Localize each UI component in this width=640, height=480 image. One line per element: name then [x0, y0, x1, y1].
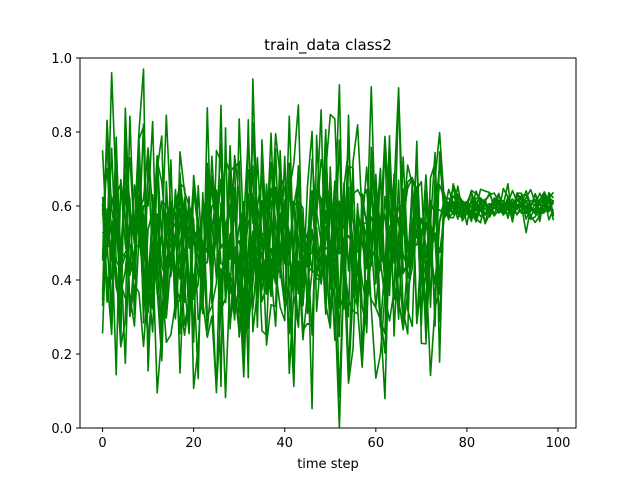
- y-axis: 0.0 0.2 0.4 0.6 0.8 1.0: [51, 52, 80, 437]
- plot-frame: [79, 57, 577, 429]
- series-layer: [101, 68, 555, 428]
- y-tick-label: 0.4: [51, 274, 72, 289]
- x-tick-label: 80: [459, 436, 476, 451]
- y-tick-label: 0.6: [51, 200, 72, 215]
- y-tick-label: 0.8: [51, 126, 72, 141]
- y-tick-label: 0.2: [51, 348, 72, 363]
- y-tick-label: 1.0: [51, 52, 72, 67]
- x-axis-label: time step: [297, 457, 359, 472]
- series-line: [102, 71, 555, 400]
- chart-title: train_data class2: [264, 36, 392, 55]
- x-axis: 0 20 40 60 80 100: [98, 428, 570, 451]
- x-tick-label: 20: [185, 436, 202, 451]
- x-tick-label: 40: [276, 436, 293, 451]
- x-tick-label: 100: [546, 436, 571, 451]
- x-tick-label: 0: [98, 436, 106, 451]
- x-tick-label: 60: [368, 436, 385, 451]
- y-tick-label: 0.0: [51, 422, 72, 437]
- series-line: [101, 121, 555, 379]
- series-line: [101, 114, 555, 383]
